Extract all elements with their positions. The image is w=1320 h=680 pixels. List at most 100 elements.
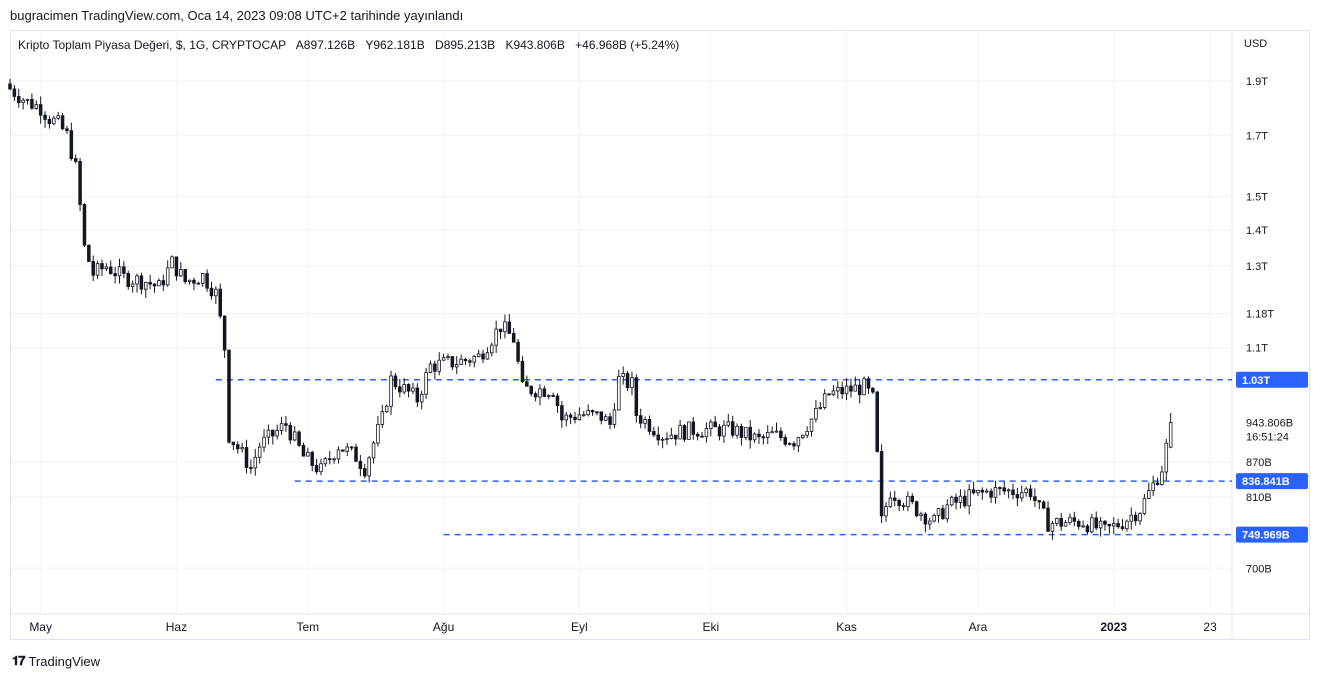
candle-body (643, 419, 647, 424)
candle-body (56, 115, 60, 119)
candle-body (748, 426, 752, 441)
candle-body (218, 288, 222, 317)
candle-body (560, 405, 564, 421)
candle-body (1015, 494, 1020, 499)
candle-body (179, 269, 183, 277)
candle-body (542, 388, 547, 397)
candle-body (73, 158, 78, 162)
grid-lines (11, 31, 1309, 640)
candle-body (770, 431, 774, 434)
candle-body (704, 428, 709, 438)
y-tick-label: 810B (1246, 492, 1272, 504)
candle-body (1041, 501, 1046, 509)
candle-body (529, 385, 533, 395)
candle-body (844, 385, 849, 395)
brand-label: TradingView (28, 653, 101, 669)
candle-body (744, 426, 748, 438)
candle-body (1076, 520, 1081, 527)
candle-body (415, 387, 420, 403)
candle-body (306, 451, 310, 457)
level-label-bg (1236, 526, 1308, 543)
candle-body (327, 458, 332, 461)
candle-body (695, 433, 700, 437)
candle-body (1020, 492, 1024, 499)
candle-body (993, 487, 998, 498)
candle-body (424, 372, 428, 395)
candle-body (739, 425, 744, 438)
y-tick-label: 1.3T (1246, 261, 1268, 273)
candle-body (459, 358, 463, 365)
candle-body (301, 444, 306, 457)
candle-body (722, 424, 726, 437)
candle-body (884, 506, 888, 517)
candle-body (472, 356, 477, 363)
candle-body (1090, 517, 1094, 533)
x-tick-label: May (29, 620, 52, 634)
candle-body (660, 438, 665, 441)
candle-body (954, 496, 958, 503)
candle-body (818, 406, 823, 409)
candle-body (257, 446, 262, 458)
legend-low: D895.213B (435, 38, 496, 52)
currency-label: USD (1244, 38, 1267, 50)
tradingview-brand[interactable]: 𝟏𝟕 TradingView (12, 653, 100, 669)
candle-body (967, 489, 971, 507)
candle-body (910, 495, 915, 503)
candle-body (1168, 422, 1173, 448)
candle-body (174, 256, 179, 277)
candle-body (205, 273, 209, 289)
candle-body (1033, 496, 1037, 501)
candle-body (590, 410, 595, 413)
y-tick-label: 1.4T (1246, 225, 1268, 237)
candle-body (428, 363, 433, 373)
candle-body (673, 434, 678, 440)
candle-body (363, 468, 367, 477)
candle-body (936, 508, 941, 516)
candle-body (814, 407, 818, 420)
candle-body (187, 279, 192, 282)
candle-body (1006, 489, 1011, 492)
candle-body (849, 385, 853, 392)
candle-body (200, 273, 205, 284)
candle-body (783, 437, 788, 445)
candle-body (227, 349, 231, 443)
candle-body (914, 501, 919, 517)
candle-body (906, 495, 910, 508)
candle-body (507, 321, 512, 334)
candle-body (481, 353, 485, 360)
candle-body (463, 358, 468, 362)
candle-body (1103, 520, 1107, 525)
candle-body (490, 344, 494, 354)
candle-body (726, 421, 731, 426)
candle-body (433, 363, 437, 372)
candle-body (341, 449, 345, 452)
candle-body (669, 434, 674, 440)
candle-body (730, 421, 735, 436)
x-tick-label: Kas (836, 620, 857, 634)
candle-body (209, 287, 214, 297)
candle-body (244, 447, 249, 468)
candle-body (297, 431, 301, 446)
candle-body (577, 414, 582, 421)
candle-body (402, 384, 406, 393)
chart-legend: Kripto Toplam Piyasa Değeri, $, 1G, CRYP… (18, 38, 686, 52)
candle-body (691, 421, 696, 435)
candle-body (700, 435, 704, 438)
candle-body (923, 513, 928, 525)
candle-body (262, 436, 266, 448)
candle-body (963, 495, 967, 507)
candle-body (757, 433, 761, 438)
candle-body (371, 442, 376, 459)
candle-body (1063, 522, 1068, 527)
candle-body (682, 425, 687, 440)
candle-body (446, 356, 450, 359)
tradingview-logo-icon: 𝟏𝟕 (12, 653, 26, 668)
x-tick-label: 2023 (1100, 620, 1127, 634)
candle-body (980, 489, 985, 493)
candle-body (336, 449, 341, 460)
time-axis: May Haz Tem Ağu Eyl Eki Kas Ara 2023 23 (29, 620, 1217, 634)
candle-body (30, 98, 34, 109)
candle-body (1129, 514, 1134, 522)
candle-body (586, 410, 590, 416)
